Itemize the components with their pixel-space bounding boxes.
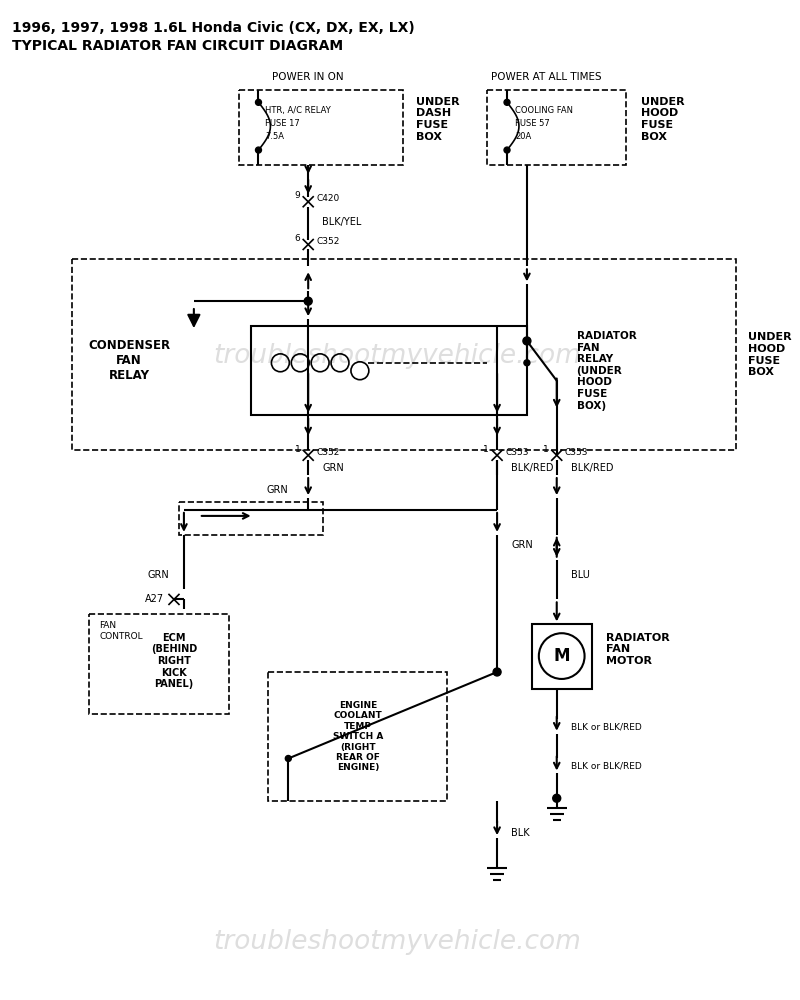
Text: UNDER
HOOD
FUSE
BOX: UNDER HOOD FUSE BOX <box>748 332 791 377</box>
Circle shape <box>504 147 510 153</box>
Text: troubleshootmyvehicle.com: troubleshootmyvehicle.com <box>214 929 582 955</box>
Text: POWER IN ON: POWER IN ON <box>272 72 344 82</box>
Text: 7.5A: 7.5A <box>266 132 285 141</box>
Circle shape <box>255 147 262 153</box>
Text: C353: C353 <box>505 448 529 457</box>
Text: C420: C420 <box>316 194 339 203</box>
Circle shape <box>504 99 510 105</box>
Text: GRN: GRN <box>322 463 344 473</box>
Text: A27: A27 <box>145 594 164 604</box>
Text: COOLING FAN: COOLING FAN <box>515 106 573 115</box>
Text: FUSE 57: FUSE 57 <box>515 119 550 128</box>
Bar <box>179 502 323 535</box>
Text: 9: 9 <box>294 191 300 200</box>
Bar <box>487 90 626 165</box>
Text: TYPICAL RADIATOR FAN CIRCUIT DIAGRAM: TYPICAL RADIATOR FAN CIRCUIT DIAGRAM <box>12 39 343 53</box>
Bar <box>90 614 229 714</box>
Bar <box>269 672 447 801</box>
Text: RADIATOR
FAN
RELAY
(UNDER
HOOD
FUSE
BOX): RADIATOR FAN RELAY (UNDER HOOD FUSE BOX) <box>577 331 636 411</box>
Text: 1: 1 <box>483 445 489 454</box>
Text: troubleshootmyvehicle.com: troubleshootmyvehicle.com <box>214 343 582 369</box>
Text: RADIATOR
FAN
MOTOR: RADIATOR FAN MOTOR <box>606 633 670 666</box>
Text: 6: 6 <box>294 234 300 243</box>
Text: FAN
CONTROL: FAN CONTROL <box>99 621 143 641</box>
Text: ENGINE
COOLANT
TEMP
SWITCH A
(RIGHT
REAR OF
ENGINE): ENGINE COOLANT TEMP SWITCH A (RIGHT REAR… <box>333 701 383 772</box>
Bar <box>250 326 527 415</box>
Bar <box>532 624 591 689</box>
Text: GRN: GRN <box>147 570 169 580</box>
Text: 1: 1 <box>294 445 300 454</box>
Text: CONDENSER
FAN
RELAY: CONDENSER FAN RELAY <box>88 339 170 382</box>
Text: 1996, 1997, 1998 1.6L Honda Civic (CX, DX, EX, LX): 1996, 1997, 1998 1.6L Honda Civic (CX, D… <box>12 21 414 35</box>
Text: 20A: 20A <box>515 132 531 141</box>
Text: M: M <box>554 647 570 665</box>
Text: ECM
(BEHIND
RIGHT
KICK
PANEL): ECM (BEHIND RIGHT KICK PANEL) <box>151 633 197 689</box>
Text: POWER AT ALL TIMES: POWER AT ALL TIMES <box>491 72 602 82</box>
Circle shape <box>524 360 530 366</box>
Text: C352: C352 <box>316 448 339 457</box>
Circle shape <box>523 337 531 345</box>
Text: BLK: BLK <box>511 828 530 838</box>
Circle shape <box>553 794 561 802</box>
Text: 1: 1 <box>543 445 549 454</box>
Text: BLK or BLK/RED: BLK or BLK/RED <box>570 762 642 771</box>
Text: BLU: BLU <box>570 570 590 580</box>
Circle shape <box>304 297 312 305</box>
Text: BLK/YEL: BLK/YEL <box>322 217 362 227</box>
Circle shape <box>286 756 291 761</box>
Text: C353: C353 <box>565 448 588 457</box>
Circle shape <box>255 99 262 105</box>
Bar <box>71 259 736 450</box>
Text: FUSE 17: FUSE 17 <box>266 119 300 128</box>
Text: BLK or BLK/RED: BLK or BLK/RED <box>570 722 642 731</box>
Text: UNDER
DASH
FUSE
BOX: UNDER DASH FUSE BOX <box>415 97 459 142</box>
Circle shape <box>493 668 501 676</box>
Text: GRN: GRN <box>266 485 288 495</box>
Text: BLK/RED: BLK/RED <box>570 463 613 473</box>
Text: UNDER
HOOD
FUSE
BOX: UNDER HOOD FUSE BOX <box>642 97 685 142</box>
Text: HTR, A/C RELAY: HTR, A/C RELAY <box>266 106 331 115</box>
Text: C352: C352 <box>316 237 339 246</box>
Text: BLK/RED: BLK/RED <box>511 463 554 473</box>
Bar <box>238 90 402 165</box>
Text: GRN: GRN <box>511 540 533 550</box>
